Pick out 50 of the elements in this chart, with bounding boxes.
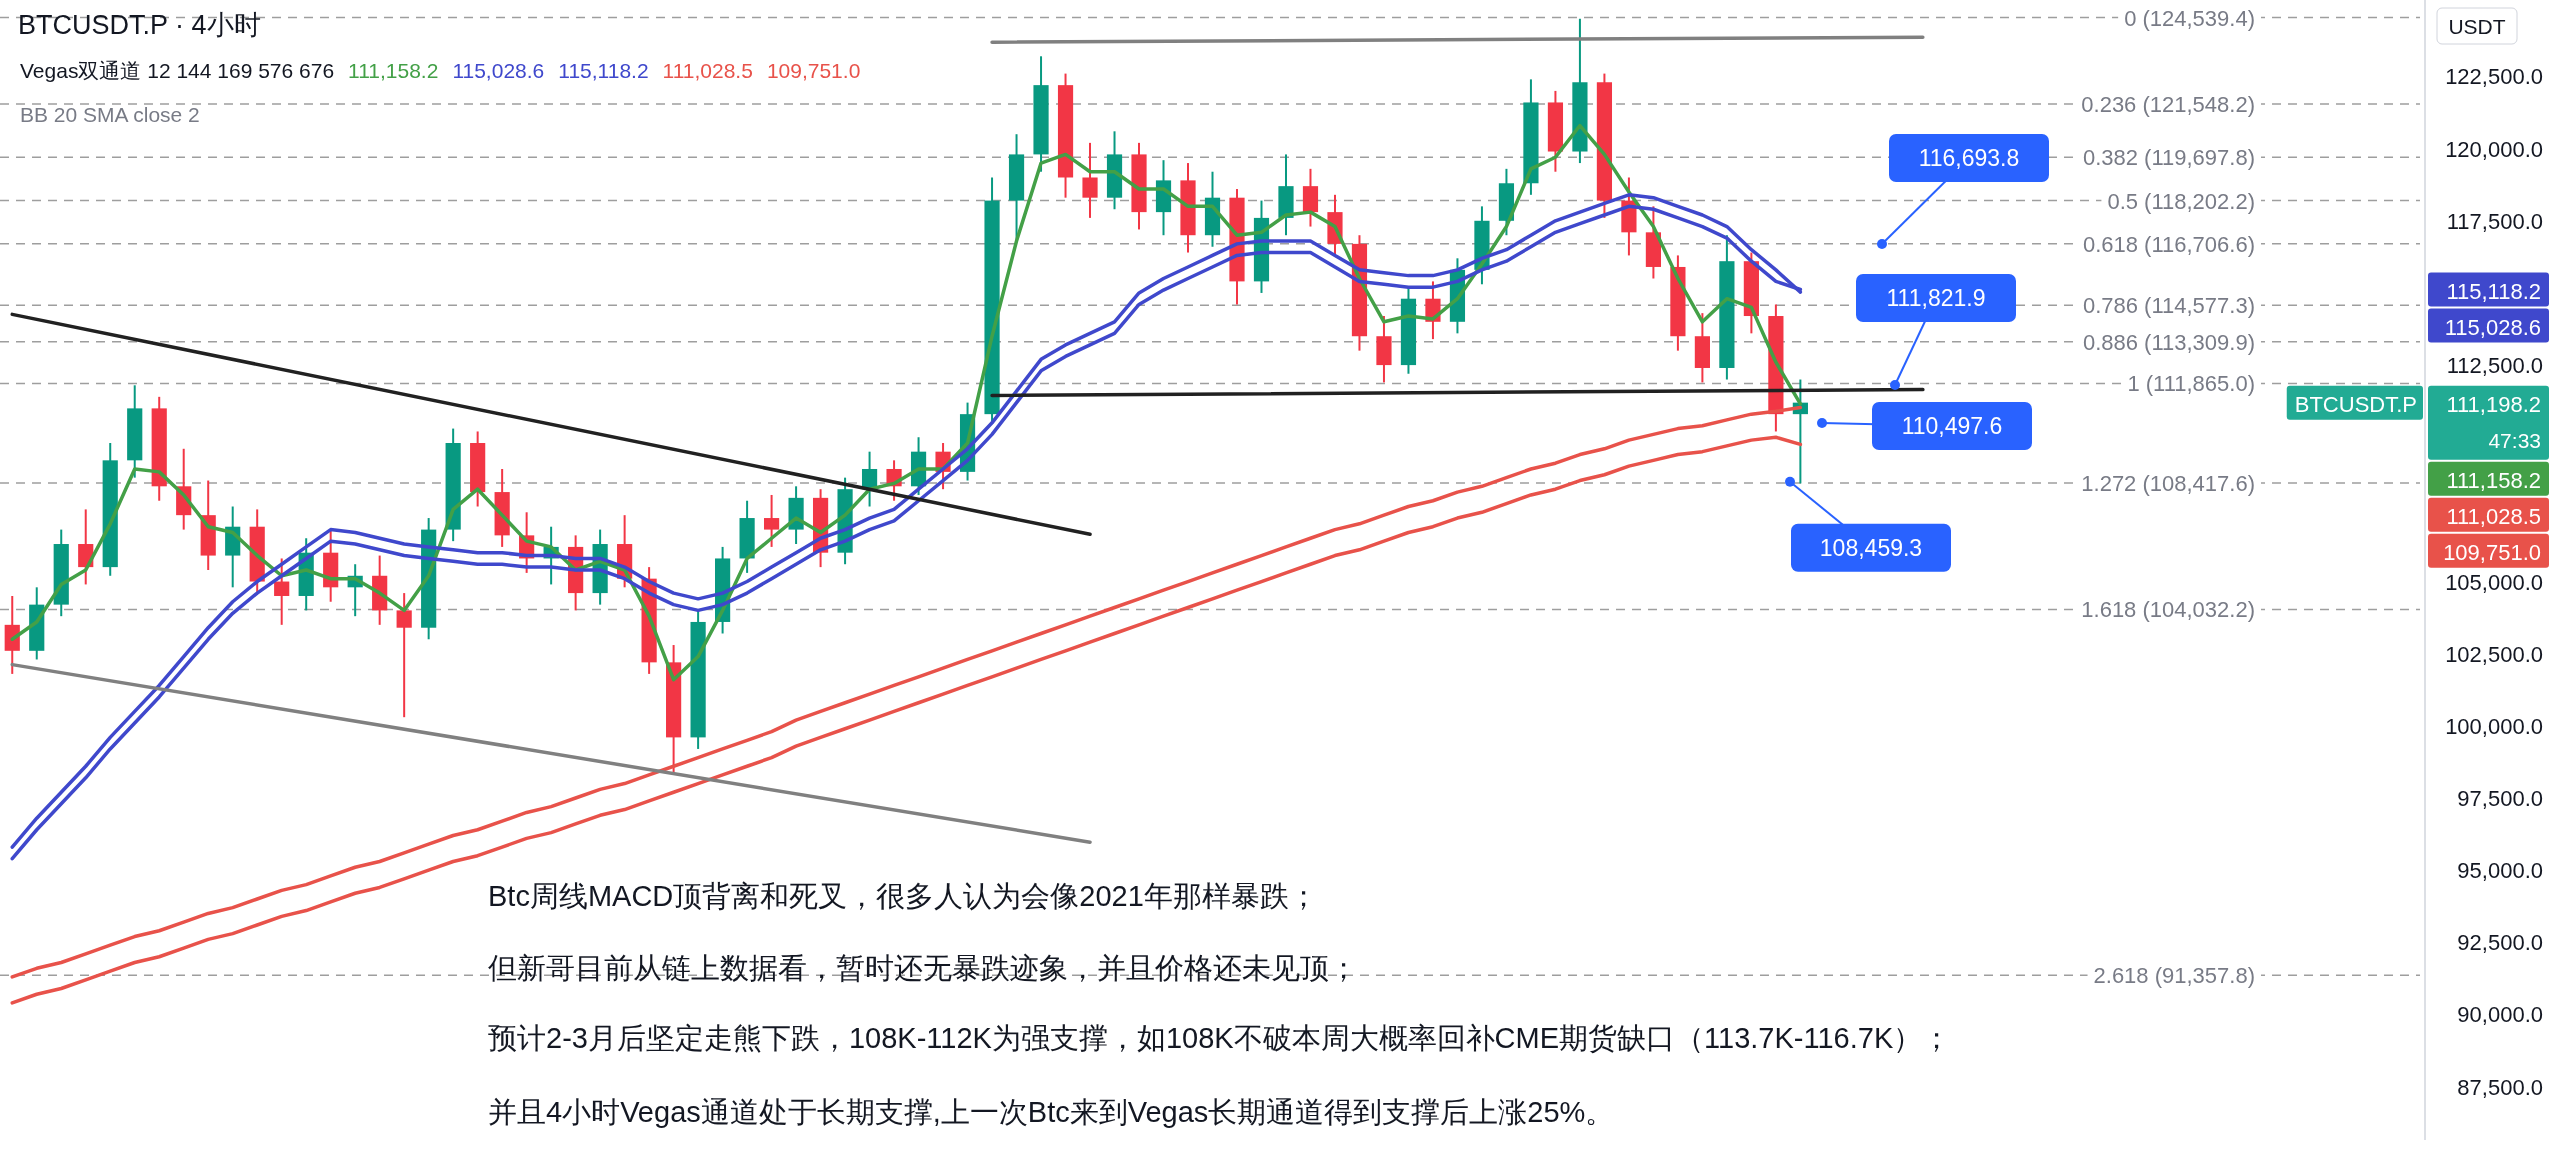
y-tick-label: 90,000.0: [2457, 1002, 2543, 1028]
y-tick-label: 87,500.0: [2457, 1074, 2543, 1100]
y-tick-label: 97,500.0: [2457, 786, 2543, 811]
ref-line-label: 1 (111,865.0): [2127, 371, 2255, 397]
annotation: Btc周线MACD顶背离和死叉，很多人认为会像2021年那样暴跌；: [488, 880, 1318, 912]
price-box: 109,751.0: [2428, 533, 2549, 568]
price-box: 115,028.6: [2428, 308, 2549, 343]
annotation: 111,821.9: [1886, 285, 1986, 311]
ref-line-label: 0.786 (114,577.3): [2082, 293, 2255, 319]
y-axis-title: USDT: [2448, 15, 2506, 38]
y-tick-label: 105,000.0: [2445, 569, 2543, 595]
price-box: 111,198.2 47:33: [2428, 385, 2549, 460]
ref-line-label: 0 (124,539.4): [2124, 5, 2255, 31]
ylabel: USDT: [2436, 7, 2518, 45]
ref-line-label: 1.272 (108,417.6): [2081, 470, 2255, 496]
price-box: 111,158.2: [2428, 461, 2549, 496]
ref-line-label: 0.382 (119,697.8): [2082, 145, 2255, 171]
y-tick-label: 100,000.0: [2445, 713, 2543, 739]
ref-line-label: 2.618 (91,357.8): [2093, 963, 2255, 989]
y-tick-label: 112,500.0: [2446, 353, 2543, 379]
annotation: 108,459.3: [1819, 534, 1923, 561]
ref-line-label: 0.618 (116,706.6): [2082, 231, 2255, 257]
y-tick-label: 102,500.0: [2445, 641, 2543, 667]
callout: 111,821.9: [1856, 274, 2016, 390]
price-box: 111,028.5: [2428, 497, 2549, 532]
annotation: 116,693.8: [1918, 145, 2020, 171]
y-tick-label: 95,000.0: [2457, 858, 2543, 884]
ref-line-label: 1.618 (104,032.2): [2081, 597, 2255, 623]
annotation: 109,751.0: [766, 59, 861, 82]
ref-line-label: 0.5 (118,202.2): [2107, 188, 2255, 214]
ref-line-label: 0.886 (113,309.9): [2082, 329, 2255, 355]
annotation: 111,028.5: [662, 59, 753, 82]
callout: 116,693.8: [1877, 134, 2049, 249]
callout: 108,459.3: [1785, 476, 1951, 572]
annotation: 111,158.2: [348, 59, 439, 82]
annotation: 115,028.6: [452, 59, 545, 82]
annotation: 预计2-3月后坚定走熊下跌，108K-112K为强支撑，如108K不破本周大概率回补CME期货缺口（113.7K-116.7K）；: [488, 1022, 1952, 1054]
y-tick-label: 117,500.0: [2446, 208, 2543, 234]
chart-title: BTCUSDT.P · 4小时: [18, 10, 261, 40]
y-tick-label: 120,000.0: [2445, 136, 2543, 162]
annotation: 但新哥目前从链上数据看，暂时还无暴跌迹象，并且价格还未见顶；: [488, 952, 1358, 984]
annotation: 110,497.6: [1901, 413, 2003, 439]
y-tick-label: 92,500.0: [2457, 930, 2543, 956]
y-tick-label: 122,500.0: [2445, 64, 2543, 90]
price-box: 115,118.2: [2428, 272, 2549, 307]
annotation: BB 20 SMA close 2: [20, 103, 200, 126]
ref-line-label: 0.236 (121,548.2): [2081, 91, 2255, 117]
annotation: 并且4小时Vegas通道处于长期支撑,上一次Btc来到Vegas长期通道得到支撑后上涨25%。: [488, 1096, 1615, 1128]
text: Vegas双通道 12 144 169 576 676: [20, 59, 335, 82]
annotation: 115,118.2: [558, 59, 649, 82]
